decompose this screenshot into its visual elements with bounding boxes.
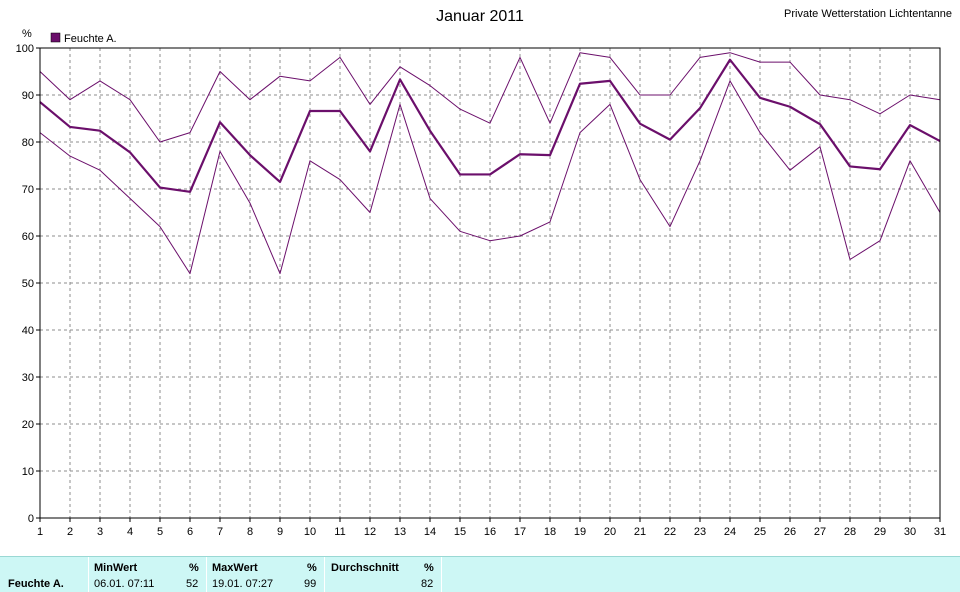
x-tick-label: 5 <box>157 526 163 538</box>
x-tick-label: 17 <box>514 526 526 538</box>
stats-row-label: Feuchte A. <box>8 578 64 590</box>
y-tick-label: 80 <box>22 137 34 149</box>
series-line-avg <box>39 58 941 193</box>
axes <box>36 47 941 522</box>
x-tick-label: 23 <box>694 526 706 538</box>
x-tick-label: 28 <box>844 526 856 538</box>
station-name: Private Wetterstation Lichtentanne <box>784 8 952 20</box>
grid <box>40 48 940 518</box>
min-unit: % <box>189 562 199 574</box>
series <box>39 52 941 275</box>
x-tick-label: 9 <box>277 526 283 538</box>
x-tick-label: 19 <box>574 526 586 538</box>
y-tick-label: 100 <box>16 43 34 55</box>
min-datetime: 06.01. 07:11 <box>94 578 155 590</box>
y-tick-label: 20 <box>22 419 34 431</box>
x-tick-label: 30 <box>904 526 916 538</box>
avg-header: Durchschnitt <box>331 562 399 574</box>
max-unit: % <box>307 562 317 574</box>
x-tick-label: 7 <box>217 526 223 538</box>
y-tick-labels: 0 10 20 30 40 50 60 70 80 90 100 <box>16 43 34 525</box>
x-tick-label: 21 <box>634 526 646 538</box>
x-tick-label: 24 <box>724 526 736 538</box>
y-tick-label: 10 <box>22 466 34 478</box>
legend-label: Feuchte A. <box>64 33 117 45</box>
x-tick-label: 1 <box>37 526 43 538</box>
x-tick-label: 2 <box>67 526 73 538</box>
x-tick-label: 26 <box>784 526 796 538</box>
x-tick-label: 25 <box>754 526 766 538</box>
x-tick-label: 14 <box>424 526 436 538</box>
x-tick-label: 3 <box>97 526 103 538</box>
avg-unit: % <box>424 562 434 574</box>
series-line-max <box>39 52 941 143</box>
humidity-chart: Januar 2011 Private Wetterstation Lichte… <box>16 8 952 538</box>
max-header: MaxWert <box>212 562 258 574</box>
avg-value: 82 <box>421 578 434 590</box>
max-value: 99 <box>304 578 317 590</box>
x-tick-label: 20 <box>604 526 616 538</box>
y-tick-label: 0 <box>28 513 34 525</box>
chart-title: Januar 2011 <box>436 8 524 25</box>
x-tick-label: 18 <box>544 526 556 538</box>
legend-swatch <box>50 32 61 43</box>
x-tick-label: 13 <box>394 526 406 538</box>
min-header: MinWert <box>94 562 138 574</box>
y-tick-label: 30 <box>22 372 34 384</box>
x-tick-label: 22 <box>664 526 676 538</box>
x-tick-label: 4 <box>127 526 133 538</box>
x-tick-label: 27 <box>814 526 826 538</box>
x-tick-label: 8 <box>247 526 253 538</box>
x-tick-labels: 1 2 3 4 5 6 7 8 9 10 11 12 13 14 15 16 17 18 19 20 21 22 23 24 2… <box>37 526 946 538</box>
y-tick-label: 60 <box>22 231 34 243</box>
x-tick-label: 10 <box>304 526 316 538</box>
y-tick-label: 90 <box>22 90 34 102</box>
stats-panel: Feuchte A. MinWert % 06.01. 07:11 52 Max… <box>0 556 960 592</box>
x-tick-label: 16 <box>484 526 496 538</box>
y-tick-label: 40 <box>22 325 34 337</box>
min-value: 52 <box>186 578 199 590</box>
x-tick-label: 11 <box>334 526 345 538</box>
x-tick-label: 12 <box>364 526 376 538</box>
y-tick-label: 70 <box>22 184 34 196</box>
x-tick-label: 6 <box>187 526 193 538</box>
y-unit-label: % <box>22 28 32 40</box>
x-tick-label: 15 <box>454 526 466 538</box>
series-line-min <box>39 80 941 275</box>
y-tick-label: 50 <box>22 278 34 290</box>
max-datetime: 19.01. 07:27 <box>212 578 274 590</box>
x-tick-label: 31 <box>934 526 946 538</box>
x-tick-label: 29 <box>874 526 886 538</box>
